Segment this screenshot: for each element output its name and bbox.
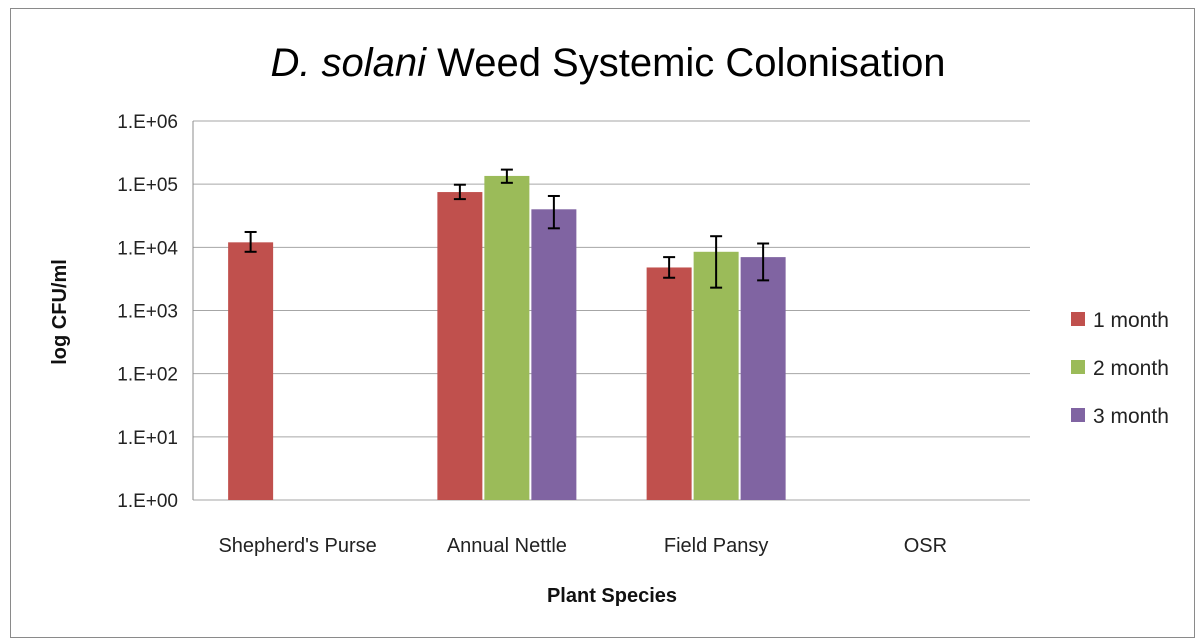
chart-title: D. solani Weed Systemic Colonisation	[270, 41, 945, 85]
bar	[484, 175, 530, 501]
y-tick-labels: 1.E+00 1.E+01 1.E+02 1.E+03 1.E+04 1.E+05 1.E+…	[117, 112, 178, 512]
y-tick-label: 1.E+05	[117, 175, 178, 196]
y-tick-label: 1.E+03	[117, 302, 178, 323]
x-category-label: Annual Nettle	[447, 535, 567, 557]
bar	[646, 267, 692, 500]
legend-swatch	[1071, 312, 1085, 326]
x-category-label: Field Pansy	[664, 535, 769, 557]
y-tick-label: 1.E+00	[117, 491, 178, 512]
x-category-labels: Shepherd's Purse Annual Nettle Field Pansy…	[218, 535, 947, 557]
bars	[228, 175, 786, 501]
bar	[740, 257, 786, 500]
y-axis-title: log CFU/ml	[49, 259, 71, 365]
legend-swatch	[1071, 408, 1085, 422]
legend-label: 1 month	[1093, 309, 1169, 332]
legend: 1 month 2 month 3 month	[1071, 309, 1169, 428]
y-tick-label: 1.E+06	[117, 112, 178, 133]
bar	[437, 192, 483, 500]
bar	[693, 251, 739, 500]
x-category-label: Shepherd's Purse	[218, 535, 376, 557]
bar	[228, 242, 274, 500]
y-tick-label: 1.E+02	[117, 365, 178, 386]
y-tick-label: 1.E+01	[117, 428, 178, 449]
x-category-label: OSR	[904, 535, 947, 557]
legend-label: 2 month	[1093, 357, 1169, 380]
chart-title-rest: Weed Systemic Colonisation	[426, 41, 946, 85]
bar	[531, 209, 577, 500]
y-tick-label: 1.E+04	[117, 238, 178, 259]
chart-frame	[10, 8, 1195, 638]
error-bars	[244, 168, 770, 289]
x-axis-title: Plant Species	[547, 585, 677, 607]
legend-label: 3 month	[1093, 405, 1169, 428]
legend-swatch	[1071, 360, 1085, 374]
chart-title-italic: D. solani	[270, 41, 427, 85]
gridlines	[192, 120, 1030, 501]
